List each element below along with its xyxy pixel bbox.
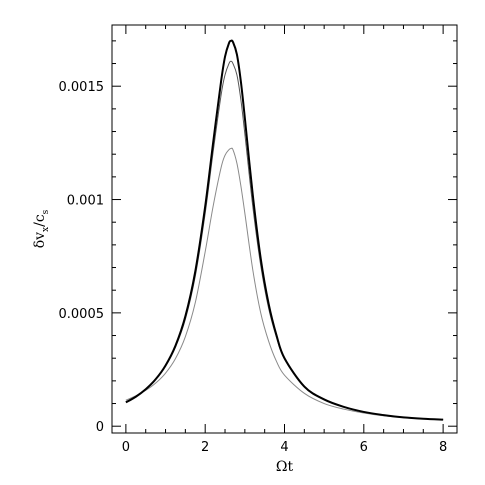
y-axis-label: δvx/cs [32,209,51,248]
y-axis-label-sub-s: s [41,209,51,214]
series-line-1 [125,39,444,421]
axis-ticks [112,25,457,433]
y-axis-label-divisor: /c [32,214,48,227]
y-tick-label: 0.001 [67,194,104,209]
y-axis-label-sub-x: x [41,227,51,232]
x-axis-label: Ωt [276,459,294,475]
x-axis-tick-labels: 0 2 4 6 8 [122,440,448,455]
x-tick-label: 6 [360,440,368,455]
y-axis-tick-labels: 0 0.0005 0.001 0.0015 [59,80,105,435]
y-axis-label-main: δv [32,232,48,248]
x-tick-label: 0 [122,440,130,455]
plot-frame [111,24,458,434]
y-tick-label: 0.0005 [59,307,105,322]
series-lines [125,39,444,421]
y-tick-label: 0.0015 [59,80,105,95]
y-tick-label: 0 [96,420,104,435]
x-tick-label: 8 [439,440,447,455]
x-tick-label: 4 [280,440,288,455]
series-line-2 [125,60,444,421]
series-line-3 [125,147,444,421]
x-tick-label: 2 [201,440,209,455]
